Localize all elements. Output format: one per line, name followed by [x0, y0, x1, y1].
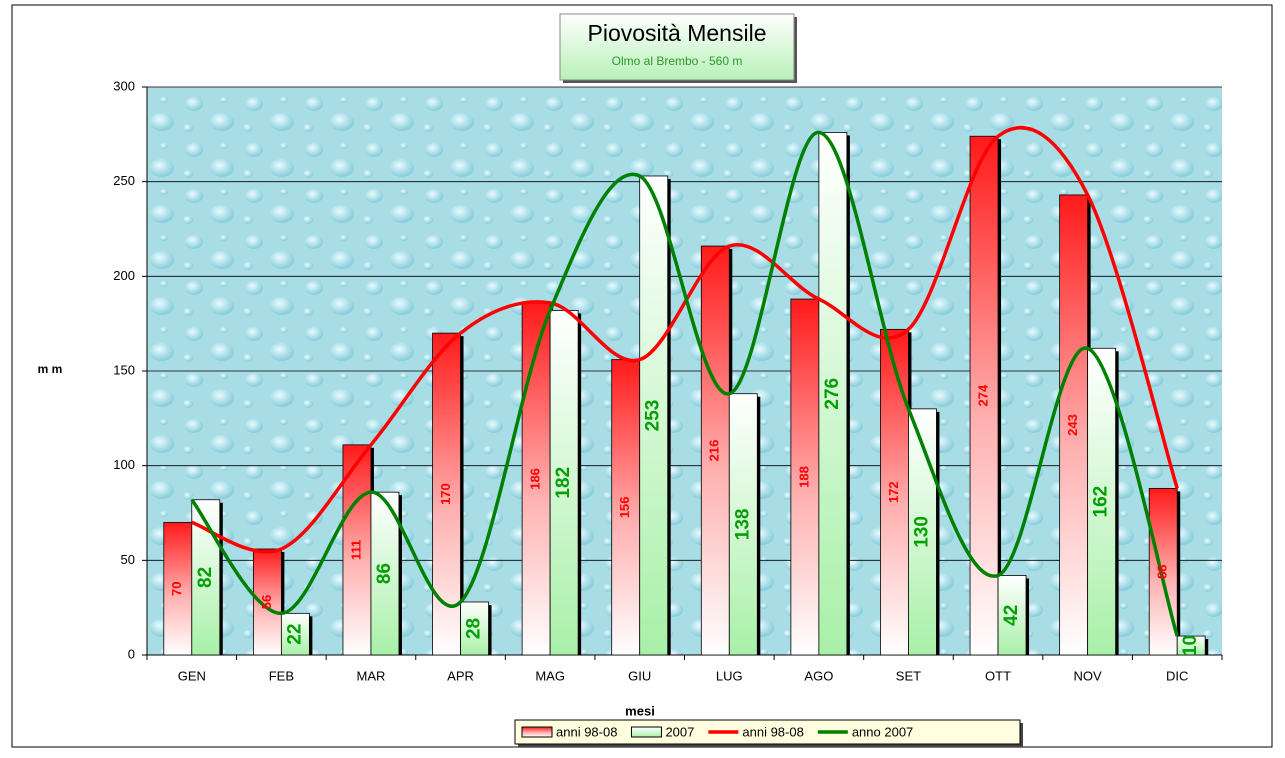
y-tick-label: 50	[121, 552, 135, 567]
data-label: 253	[643, 400, 664, 432]
grid: 0 50 100 150 200 250 300 GEN FEB MAR APR MAG GIU LUG A…	[113, 78, 1223, 683]
x-tick-label: GIU	[628, 668, 651, 683]
y-tick-label: 200	[113, 268, 135, 283]
legend-swatch	[630, 726, 662, 738]
x-tick-label: MAG	[535, 668, 565, 683]
data-label: 274	[975, 384, 990, 406]
bar	[432, 332, 461, 656]
x-tick-label: APR	[447, 668, 474, 683]
x-tick-label: DIC	[1166, 668, 1188, 683]
data-label: 138	[732, 509, 753, 541]
bars	[163, 132, 1209, 656]
bar	[997, 575, 1027, 656]
bar	[280, 612, 310, 656]
data-label: 216	[707, 440, 722, 462]
bar	[639, 175, 669, 656]
bar	[611, 359, 641, 656]
data-label: 172	[886, 481, 901, 503]
data-label: 22	[284, 624, 305, 645]
y-tick-label: 300	[113, 78, 135, 93]
bar	[342, 444, 372, 656]
legend-items: anni 98-08 2007 anni 98-08 anno 2007	[521, 724, 913, 739]
x-axis-label: mesi	[625, 703, 655, 718]
bar	[460, 601, 489, 656]
legend-label: anni 98-08	[742, 724, 803, 739]
legend-label: anni 98-08	[556, 724, 617, 739]
data-label: 243	[1065, 414, 1080, 436]
x-tick-label: AGO	[804, 668, 833, 683]
data-label: 111	[348, 540, 363, 560]
line	[190, 130, 1179, 637]
data-label: 276	[822, 378, 843, 410]
bar	[191, 499, 221, 656]
data-label: 88	[1155, 564, 1170, 578]
x-tick-label: GEN	[178, 668, 206, 683]
x-tick-label: NOV	[1074, 668, 1103, 683]
data-label: 70	[169, 581, 184, 595]
bar	[163, 522, 193, 656]
bar	[1148, 487, 1178, 656]
x-tick-label: SET	[896, 668, 921, 683]
data-label: 28	[464, 618, 485, 639]
bar	[1176, 635, 1206, 656]
data-label: 86	[374, 563, 395, 584]
data-label: 156	[617, 496, 632, 518]
line	[191, 125, 1179, 554]
y-tick-label: 0	[128, 646, 135, 661]
x-tick-label: FEB	[269, 668, 294, 683]
data-label: 10	[1180, 635, 1201, 656]
bar	[969, 135, 999, 656]
bar	[818, 132, 848, 656]
bar	[1087, 347, 1117, 656]
legend-label: anno 2007	[852, 724, 913, 739]
bar	[370, 491, 400, 656]
x-tick-label: OTT	[985, 668, 1011, 683]
chart-title: Piovosità Mensile	[588, 20, 767, 46]
data-label: 56	[259, 595, 274, 609]
x-tick-label: LUG	[716, 668, 743, 683]
legend	[514, 719, 1021, 745]
y-tick-label: 250	[113, 173, 135, 188]
x-tick-label: MAR	[357, 668, 386, 683]
title-box	[559, 13, 795, 81]
data-label: 170	[438, 483, 453, 505]
data-label: 42	[1001, 605, 1022, 626]
bar	[1059, 194, 1089, 656]
data-label: 188	[796, 466, 811, 488]
legend-label: 2007	[665, 724, 694, 739]
bar	[700, 245, 730, 656]
data-label: 182	[553, 467, 574, 499]
bar	[790, 298, 820, 656]
lines	[190, 125, 1179, 637]
y-axis-label: m m	[38, 362, 63, 376]
data-label: 186	[528, 468, 543, 490]
labels: 70 56 111 170 186 156 216 188 172 274 243 88 82 22 86 2…	[169, 378, 1201, 656]
data-label: 82	[195, 567, 216, 588]
data-label: 162	[1091, 486, 1112, 518]
y-tick-label: 100	[113, 457, 135, 472]
bar	[728, 393, 758, 656]
legend-swatch	[521, 726, 553, 738]
data-label: 130	[911, 516, 932, 548]
y-tick-label: 150	[113, 362, 135, 377]
bar	[880, 328, 909, 656]
chart-subtitle: Olmo al Brembo - 560 m	[612, 54, 743, 68]
